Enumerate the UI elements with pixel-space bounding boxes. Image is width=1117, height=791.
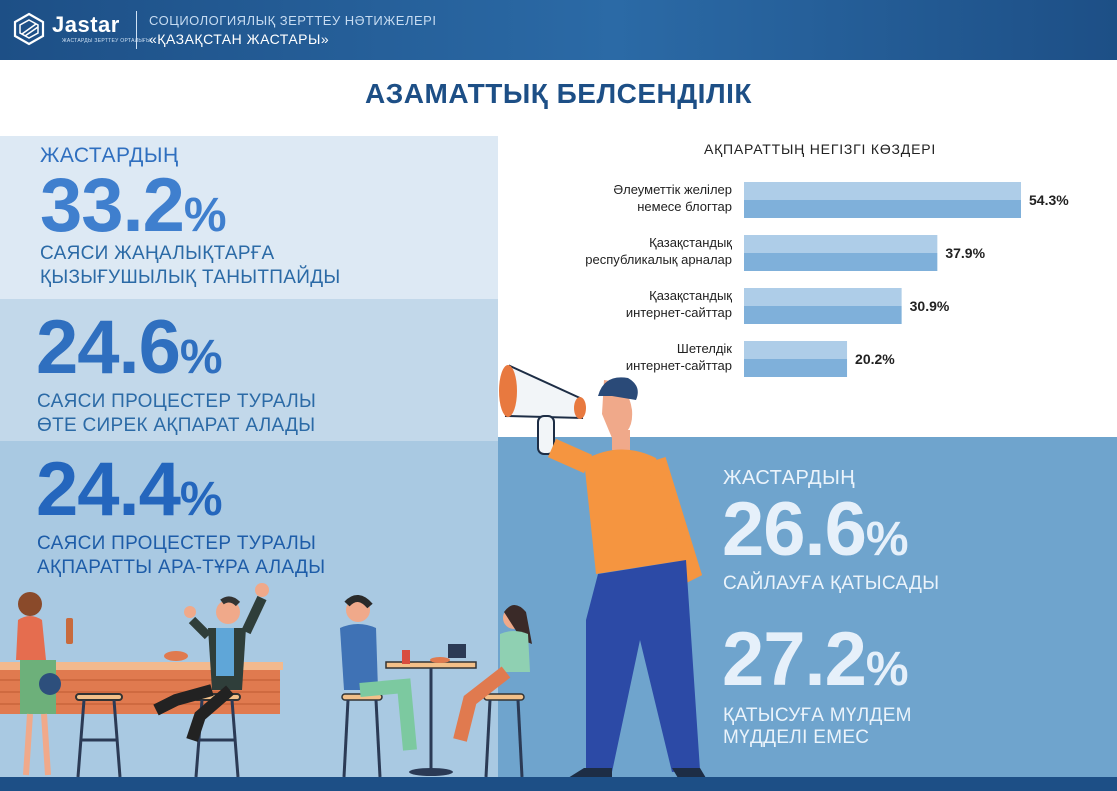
jastar-logo-icon	[13, 12, 45, 46]
right-stat-2-line-1: ҚАТЫСУҒА МҮЛДЕМ	[723, 705, 912, 726]
bar-counter-illustration	[0, 583, 283, 778]
stat-2-line-2: ӨТЕ СИРЕК АҚПАРАТ АЛАДЫ	[37, 415, 316, 436]
stat-1-number: 33.2%	[40, 163, 227, 248]
right-stat-1-line-1: САЙЛАУҒА ҚАТЫСАДЫ	[723, 573, 940, 594]
stat-band-2	[0, 299, 498, 441]
category-label-3-line-1: Қазақстандық	[649, 288, 732, 303]
stat-2-line-1: САЯСИ ПРОЦЕСТЕР ТУРАЛЫ	[37, 391, 317, 412]
bar-3-bottom	[744, 306, 902, 324]
header-divider	[136, 11, 137, 49]
right-stat-1-prefix: ЖАСТАРДЫҢ	[723, 467, 856, 489]
page-title: АЗАМАТТЫҚ БЕЛСЕНДІЛІК	[365, 78, 752, 109]
category-label-2-line-2: республикалық арналар	[585, 252, 732, 267]
footer-bar	[0, 777, 1117, 791]
category-label-4-line-1: Шетелдік	[677, 341, 732, 356]
stat-1-line-1: САЯСИ ЖАҢАЛЫҚТАРҒА	[40, 243, 275, 264]
bar-3-value-label: 30.9%	[910, 298, 950, 314]
bar-2-top	[744, 235, 938, 253]
info-sources-chart: 54.3% Әлеуметтік желілер немесе блогтар 37.…	[585, 182, 1069, 377]
right-stat-2-number: 27.2%	[722, 617, 909, 702]
bar-4-bottom	[744, 359, 848, 377]
stat-band-1	[0, 136, 498, 299]
cafe-table-illustration	[340, 595, 532, 778]
right-stat-2-line-2: МҮДДЕЛІ ЕМЕС	[723, 727, 870, 748]
stat-3-number: 24.4%	[36, 447, 223, 532]
bar-1-top	[744, 182, 1021, 200]
stat-1-line-2: ҚЫЗЫҒУШЫЛЫҚ ТАНЫТПАЙДЫ	[40, 267, 341, 288]
category-label-4-line-2: интернет-сайттар	[626, 358, 732, 373]
stat-3-line-1: САЯСИ ПРОЦЕСТЕР ТУРАЛЫ	[37, 533, 317, 554]
bar-4-top	[744, 341, 848, 359]
stat-3-line-2: АҚПАРАТТЫ АРА-ТҰРА АЛАДЫ	[37, 557, 326, 578]
category-label-1-line-1: Әлеуметтік желілер	[613, 182, 732, 197]
header-bar: Jastar ЖАСТАРДЫ ЗЕРТТЕУ ОРТАЛЫҒЫ СОЦИОЛО…	[0, 0, 1117, 60]
stat-2-number: 24.6%	[36, 305, 223, 390]
logo-subtext: ЖАСТАРДЫ ЗЕРТТЕУ ОРТАЛЫҒЫ	[62, 38, 151, 44]
right-stat-1-number: 26.6%	[722, 487, 909, 572]
megaphone-man-illustration	[499, 364, 706, 778]
bar-2-bottom	[744, 253, 938, 271]
logo	[12, 12, 46, 46]
category-label-1-line-2: немесе блогтар	[637, 199, 732, 214]
header-project-title: «ҚАЗАҚСТАН ЖАСТАРЫ»	[149, 31, 330, 47]
category-label-2-line-1: Қазақстандық	[649, 235, 732, 250]
header-subtitle: СОЦИОЛОГИЯЛЫҚ ЗЕРТТЕУ НӘТИЖЕЛЕРІ	[149, 13, 437, 28]
logo-text: Jastar	[52, 12, 120, 37]
stat-1-prefix: ЖАСТАРДЫҢ	[40, 144, 179, 167]
chart-title: АҚПАРАТТЫҢ НЕГІЗГІ КӨЗДЕРІ	[703, 141, 937, 157]
bar-1-value-label: 54.3%	[1029, 192, 1069, 208]
category-label-3-line-2: интернет-сайттар	[626, 305, 732, 320]
bar-2-value-label: 37.9%	[945, 245, 985, 261]
bar-4-value-label: 20.2%	[855, 351, 895, 367]
bar-3-top	[744, 288, 902, 306]
bar-1-bottom	[744, 200, 1021, 218]
